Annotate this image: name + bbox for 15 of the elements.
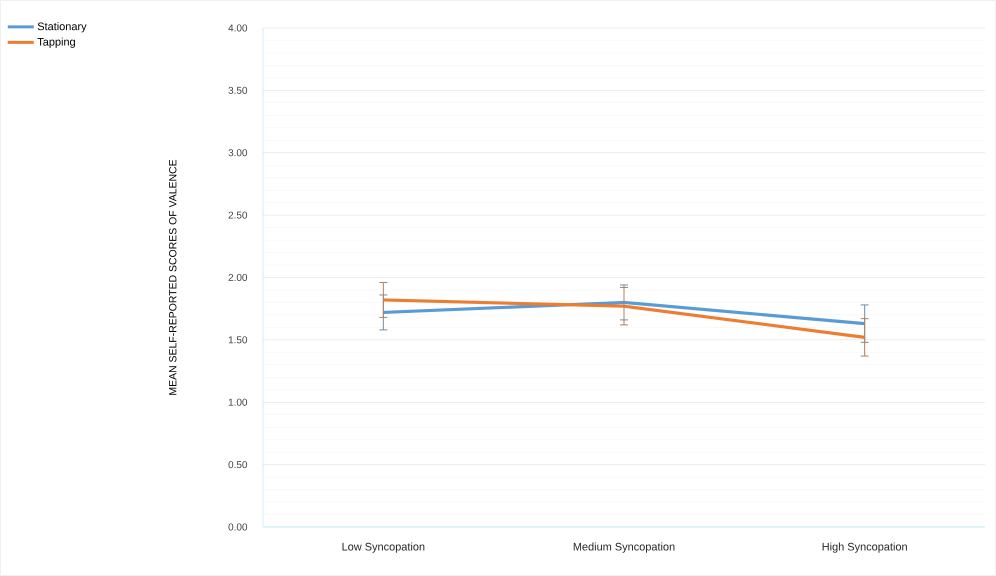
x-tick-label: Low Syncopation	[342, 542, 424, 553]
y-tick-label: 1.00	[228, 398, 248, 406]
y-tick-label: 2.50	[228, 212, 248, 219]
y-tick-label: 3.50	[228, 86, 248, 94]
y-tick-label: 0.00	[228, 523, 248, 531]
legend-label: Stationary	[38, 22, 87, 32]
y-tick-label: 4.00	[228, 24, 248, 32]
x-tick-label: High Syncopation	[822, 542, 907, 553]
x-tick-label: Medium Syncopation	[574, 542, 674, 553]
y-tick-label: 2.00	[228, 274, 248, 282]
y-tick-label: 1.50	[228, 336, 248, 344]
y-tick-label: 3.00	[228, 149, 248, 156]
y-tick-label: 0.50	[228, 461, 248, 468]
legend-label: Tapping	[38, 38, 75, 48]
y-axis-title: MEAN SELF-REPORTED SCORES OF VALENCE	[169, 160, 176, 395]
